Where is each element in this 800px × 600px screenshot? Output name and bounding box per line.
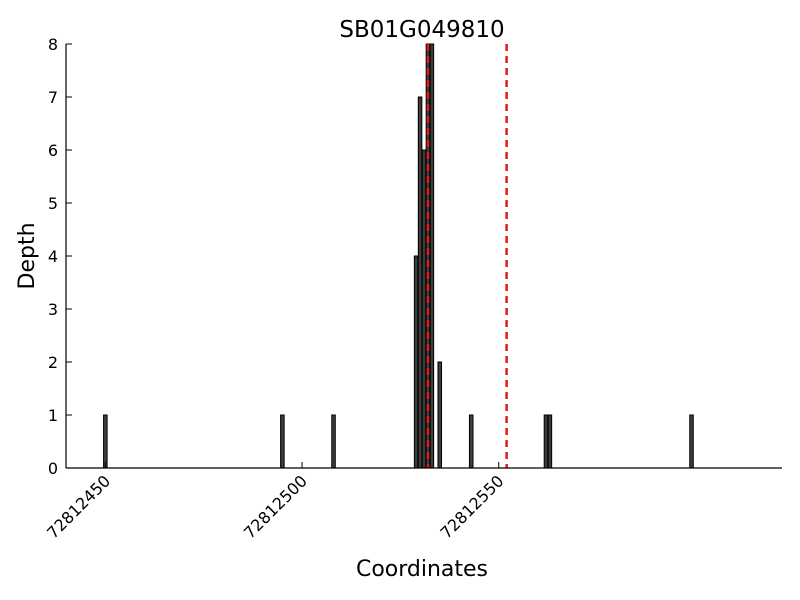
y-tick-label: 7 [48, 88, 58, 107]
bar [331, 414, 336, 469]
x-axis-ticks: 72812450 72812500 72812550 [43, 462, 508, 542]
bar [689, 414, 694, 469]
chart-title: SB01G049810 [339, 17, 504, 43]
bar [103, 414, 108, 469]
y-tick-label: 8 [48, 35, 58, 54]
x-tick-label: 72812550 [437, 471, 508, 542]
bar [429, 43, 435, 469]
bar [437, 361, 443, 469]
y-axis-label: Depth [15, 222, 40, 289]
x-tick-label: 72812500 [240, 471, 311, 542]
bar [417, 96, 423, 469]
bar [413, 255, 419, 469]
reference-lines-layer [426, 44, 508, 468]
y-tick-label: 5 [48, 194, 58, 213]
y-tick-label: 1 [48, 406, 58, 425]
bar [421, 149, 427, 469]
bar [280, 414, 285, 469]
y-tick-label: 6 [48, 141, 58, 160]
x-tick-label: 72812450 [43, 471, 114, 542]
y-axis-ticks: 0 1 2 3 4 5 6 7 8 [48, 35, 72, 478]
y-tick-label: 2 [48, 353, 58, 372]
bars-layer [103, 43, 694, 469]
y-tick-label: 3 [48, 300, 58, 319]
bar [543, 414, 549, 469]
bar [468, 414, 474, 469]
bar [547, 414, 553, 469]
y-tick-label: 4 [48, 247, 58, 266]
y-tick-label: 0 [48, 459, 58, 478]
x-axis-label: Coordinates [356, 557, 488, 582]
